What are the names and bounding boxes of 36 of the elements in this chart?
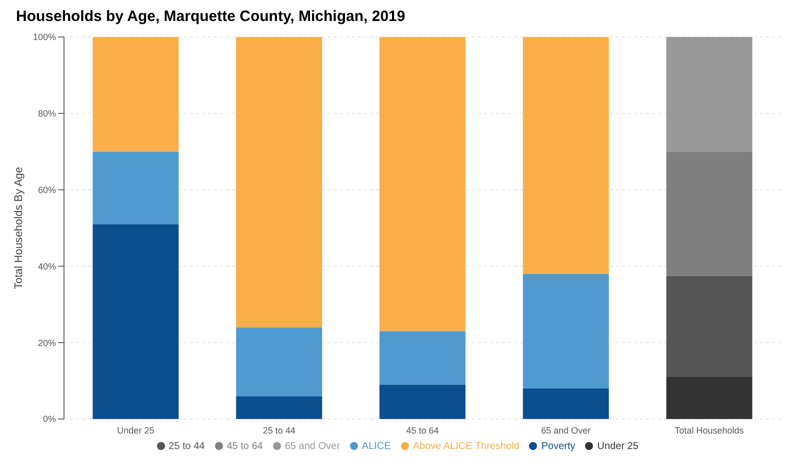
y-tick-label: 80% <box>38 108 56 119</box>
bar <box>666 37 752 152</box>
bar <box>236 327 322 396</box>
y-tick-label: 0% <box>42 414 56 424</box>
bar <box>92 37 179 152</box>
x-tick-label: 45 to 64 <box>406 425 439 436</box>
bar <box>379 384 466 419</box>
bar <box>379 37 466 332</box>
y-tick-label: 100% <box>32 32 56 42</box>
bar <box>92 152 179 224</box>
y-tick-label: 40% <box>38 261 56 272</box>
x-tick-label: Total Households <box>674 425 744 436</box>
bar <box>522 274 609 388</box>
legend-label: Poverty <box>541 441 576 452</box>
bar <box>236 37 322 328</box>
legend-label: ALICE <box>362 441 391 452</box>
bar <box>666 376 752 419</box>
legend-label: 65 and Over <box>284 441 340 452</box>
x-tick-label: 65 and Over <box>541 425 591 436</box>
x-tick-label: 25 to 44 <box>262 425 296 436</box>
x-tick-label: Under 25 <box>117 425 154 436</box>
bar <box>666 276 752 377</box>
chart-title: Households by Age, Marquette County, Michigan, 2019 <box>16 8 406 25</box>
y-tick-label: 20% <box>38 338 56 348</box>
bar <box>236 396 322 419</box>
legend-label: 25 to 44 <box>168 441 205 452</box>
bar <box>379 331 466 385</box>
y-tick-label: 60% <box>38 184 56 195</box>
bar <box>522 388 609 419</box>
bar <box>92 224 179 419</box>
y-axis-title: Total Households By Age <box>12 166 25 290</box>
bar <box>666 152 752 276</box>
legend-label: Under 25 <box>597 441 638 452</box>
legend-label: 45 to 64 <box>226 441 263 452</box>
bar <box>522 37 609 274</box>
legend-label: Above ALICE Threshold <box>412 441 520 452</box>
